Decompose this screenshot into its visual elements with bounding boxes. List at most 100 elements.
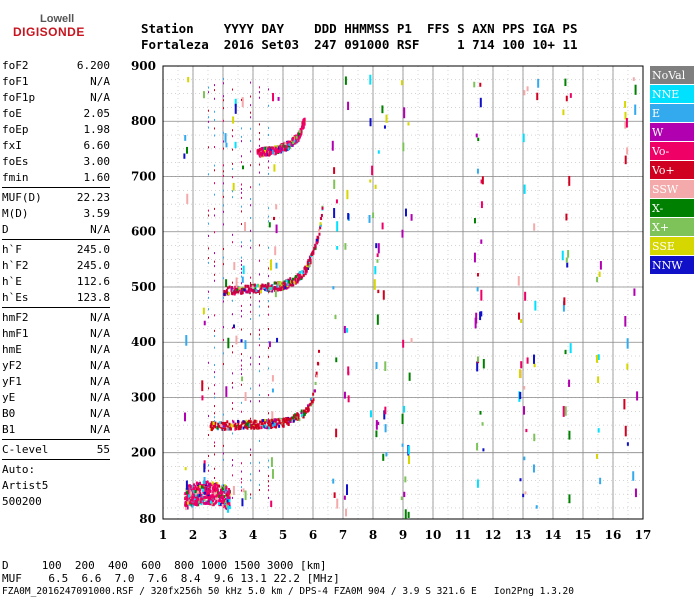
param-value: 2.05 <box>83 107 111 120</box>
noise-echo <box>241 477 242 480</box>
noise-echo <box>382 453 385 461</box>
noise-echo <box>597 376 600 384</box>
separator <box>2 439 110 440</box>
noise-echo <box>250 318 251 321</box>
noise-echo <box>259 131 260 134</box>
noise-echo <box>625 117 628 128</box>
y-tick-label: 500 <box>131 280 156 294</box>
noise-echo <box>223 164 224 167</box>
noise-echo <box>268 222 271 228</box>
noise-echo <box>214 453 215 456</box>
noise-echo <box>232 168 233 171</box>
noise-echo <box>250 493 251 496</box>
noise-echo <box>268 160 269 163</box>
noise-echo <box>374 266 377 275</box>
trace-echo <box>266 426 269 430</box>
noise-echo <box>520 319 523 323</box>
noise-echo <box>346 189 349 200</box>
noise-echo <box>268 489 269 492</box>
noise-echo <box>208 361 209 364</box>
trace-echo <box>224 485 227 489</box>
noise-echo <box>223 326 224 329</box>
trace-echo <box>221 484 224 488</box>
noise-echo <box>259 244 260 247</box>
trace-echo <box>275 287 278 291</box>
noise-echo <box>241 191 242 194</box>
noise-echo <box>224 133 227 143</box>
noise-echo <box>275 262 278 269</box>
noise-echo <box>373 279 376 290</box>
noise-echo <box>208 308 209 311</box>
trace-echo <box>312 249 315 253</box>
trace-echo <box>317 236 320 240</box>
noise-echo <box>343 325 346 334</box>
trace-echo <box>243 286 246 290</box>
x-tick-label: 3 <box>219 528 227 542</box>
noise-echo <box>271 388 274 393</box>
trace-echo <box>258 153 261 157</box>
trace-echo <box>242 426 245 430</box>
trace-echo <box>186 496 189 500</box>
trace-echo <box>284 148 287 152</box>
noise-echo <box>259 370 260 373</box>
noise-echo <box>232 432 233 435</box>
noise-echo <box>242 165 245 170</box>
trace-echo <box>203 501 206 505</box>
trace-echo <box>288 142 291 146</box>
noise-echo <box>377 150 380 154</box>
trace-echo <box>291 279 294 283</box>
noise-echo <box>241 140 242 143</box>
x-tick-label: 13 <box>515 528 532 542</box>
trace-echo <box>291 419 294 423</box>
trace-echo <box>264 146 267 150</box>
trace-echo <box>238 286 241 290</box>
noise-echo <box>241 290 242 293</box>
noise-echo <box>241 97 244 108</box>
noise-echo <box>223 277 224 280</box>
trace-echo <box>256 151 259 155</box>
noise-echo <box>214 182 215 185</box>
noise-echo <box>473 252 476 263</box>
trace-echo <box>243 288 246 292</box>
trace-echo <box>202 486 205 490</box>
param-row: M(D) 3.59 <box>2 206 110 222</box>
noise-echo <box>232 233 233 236</box>
noise-echo <box>259 329 260 332</box>
noise-echo <box>208 257 209 260</box>
noise-echo <box>232 135 233 138</box>
trace-echo <box>305 264 308 268</box>
x-tick-label: 17 <box>635 528 652 542</box>
noise-echo <box>259 355 260 358</box>
trace-echo <box>211 493 214 497</box>
noise-echo <box>232 116 235 124</box>
trace-echo <box>309 402 312 406</box>
trace-echo <box>186 498 189 502</box>
trace-echo <box>247 423 250 427</box>
trace-echo <box>302 409 305 413</box>
trace-echo <box>213 483 216 487</box>
trace-echo <box>265 425 268 429</box>
noise-echo <box>335 199 338 204</box>
trace-echo <box>207 496 210 500</box>
trace-echo <box>285 145 288 149</box>
trace-echo <box>295 139 298 143</box>
trace-echo <box>319 223 322 227</box>
noise-echo <box>259 300 260 303</box>
trace-echo <box>228 496 231 500</box>
trace-echo <box>213 492 216 496</box>
trace-echo <box>214 485 217 489</box>
trace-echo <box>251 285 254 289</box>
noise-echo <box>208 222 209 225</box>
noise-echo <box>375 361 378 369</box>
noise-echo <box>250 453 251 456</box>
trace-echo <box>279 288 282 292</box>
trace-echo <box>229 427 232 431</box>
trace-echo <box>193 502 196 506</box>
trace-echo <box>289 419 292 423</box>
noise-echo <box>597 428 600 433</box>
param-row: foE 2.05 <box>2 106 110 122</box>
noise-echo <box>223 338 224 341</box>
param-row: foEs 3.00 <box>2 154 110 170</box>
noise-echo <box>259 314 260 317</box>
trace-echo <box>264 418 267 422</box>
